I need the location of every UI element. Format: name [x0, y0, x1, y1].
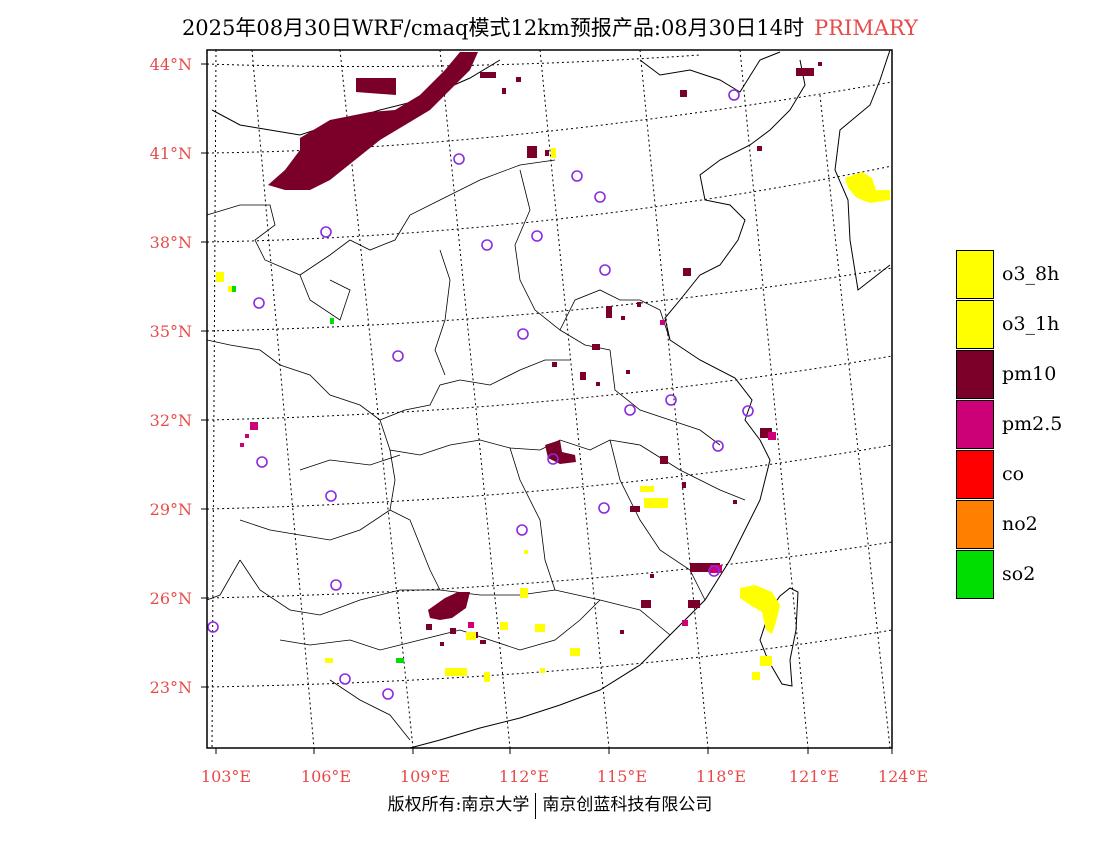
- grid-lat-38: [206, 165, 893, 243]
- lon-label-109: 109°E: [400, 767, 450, 786]
- station-circle: [320, 226, 332, 238]
- grid-lat-41: [206, 81, 893, 154]
- station-circle: [598, 502, 610, 514]
- lon-label-124: 124°E: [878, 767, 928, 786]
- station-circle: [531, 230, 543, 242]
- legend-label: o3_1h: [1002, 313, 1060, 335]
- legend-swatch: [956, 249, 994, 299]
- legend-item-no2: no2: [956, 499, 1062, 549]
- legend-item-o3-8h: o3_8h: [956, 249, 1062, 299]
- legend-swatch: [956, 549, 994, 599]
- station-circle: [256, 456, 268, 468]
- station-circle: [517, 328, 529, 340]
- station-circle: [665, 394, 677, 406]
- lat-label-41: 41°N: [150, 144, 192, 163]
- lat-labels: 44°N 41°N 38°N 35°N 32°N 29°N 26°N 23°N: [150, 55, 192, 697]
- pm10-inner-mongolia-band: [268, 52, 478, 190]
- grid-lat-32: [206, 355, 893, 421]
- legend-swatch: [956, 349, 994, 399]
- station-circle: [594, 191, 606, 203]
- lon-label-118: 118°E: [696, 767, 746, 786]
- lat-label-26: 26°N: [150, 589, 192, 608]
- copyright-left: 版权所有:南京大学: [387, 795, 530, 815]
- grid-lon-112: [439, 49, 511, 749]
- station-circle: [330, 579, 342, 591]
- legend-label: o3_8h: [1002, 263, 1060, 285]
- primary-tag: PRIMARY: [814, 16, 919, 40]
- station-circle: [708, 565, 720, 577]
- station-circle: [547, 453, 559, 465]
- station-circle: [712, 440, 724, 452]
- lon-label-106: 106°E: [301, 767, 351, 786]
- legend-item-co: co: [956, 449, 1062, 499]
- grid-lon-118: [639, 49, 709, 749]
- lat-label-38: 38°N: [150, 233, 192, 252]
- station-markers: [207, 89, 754, 700]
- lat-label-44: 44°N: [150, 55, 192, 74]
- legend: o3_8h o3_1h pm10 pm2.5 co no2 so2: [956, 249, 1062, 599]
- grid-lat-23: [206, 629, 893, 688]
- legend-label: co: [1002, 463, 1025, 485]
- pm10-north-patch: [356, 78, 396, 95]
- lon-label-112: 112°E: [499, 767, 549, 786]
- legend-swatch: [956, 299, 994, 349]
- lon-label-121: 121°E: [789, 767, 839, 786]
- legend-swatch: [956, 449, 994, 499]
- lon-labels: 103°E 106°E 109°E 112°E 115°E 118°E 121°…: [201, 767, 928, 786]
- station-circle: [571, 170, 583, 182]
- o3-taiwan-strait-patch: [740, 585, 780, 634]
- province-borders: [206, 159, 746, 741]
- station-circle: [325, 490, 337, 502]
- legend-swatch: [956, 499, 994, 549]
- station-circle: [392, 350, 404, 362]
- copyright-footer: 版权所有:南京大学 南京创蓝科技有限公司: [0, 790, 1100, 819]
- copyright-right: 南京创蓝科技有限公司: [542, 795, 713, 815]
- station-circle: [207, 621, 219, 633]
- legend-item-so2: so2: [956, 549, 1062, 599]
- legend-label: no2: [1002, 513, 1038, 535]
- so2-cells: [232, 286, 404, 663]
- station-circle: [728, 89, 740, 101]
- legend-label: so2: [1002, 563, 1036, 585]
- grid-lon-106: [251, 49, 315, 749]
- legend-label: pm2.5: [1002, 413, 1063, 435]
- map-frame: [206, 49, 893, 749]
- legend-swatch: [956, 399, 994, 449]
- graticule: [206, 49, 893, 749]
- legend-item-pm10: pm10: [956, 349, 1062, 399]
- station-circle: [516, 524, 528, 536]
- legend-label: pm10: [1002, 363, 1057, 385]
- lon-label-115: 115°E: [597, 767, 647, 786]
- pm25-cells: [240, 320, 776, 628]
- grid-lon-115: [539, 49, 610, 749]
- map-title: 2025年08月30日WRF/cmaq模式12km预报产品:08月30日14时 P…: [0, 12, 1100, 42]
- station-circle: [481, 239, 493, 251]
- grid-lon-109: [339, 49, 414, 749]
- grid-lon-121: [739, 49, 809, 749]
- footer-divider: [535, 792, 537, 819]
- grid-lat-26: [206, 541, 893, 599]
- lat-label-35: 35°N: [150, 322, 192, 341]
- lat-label-29: 29°N: [150, 500, 192, 519]
- station-circle: [339, 673, 351, 685]
- grid-lon-103: [211, 49, 217, 749]
- station-circle: [624, 404, 636, 416]
- station-circle: [453, 153, 465, 165]
- lat-label-32: 32°N: [150, 411, 192, 430]
- title-text: 2025年08月30日WRF/cmaq模式12km预报产品:08月30日14时: [181, 16, 805, 40]
- tick-marks: [201, 63, 893, 754]
- legend-item-pm25: pm2.5: [956, 399, 1062, 449]
- legend-item-o3-1h: o3_1h: [956, 299, 1062, 349]
- o3-cells: [216, 148, 890, 682]
- station-circle: [253, 297, 265, 309]
- lon-label-103: 103°E: [201, 767, 251, 786]
- station-circle: [742, 405, 754, 417]
- lat-label-23: 23°N: [150, 678, 192, 697]
- o3-east-sea-patch: [845, 172, 890, 203]
- station-circle: [599, 264, 611, 276]
- pm10-cells: [268, 52, 822, 646]
- station-circle: [382, 688, 394, 700]
